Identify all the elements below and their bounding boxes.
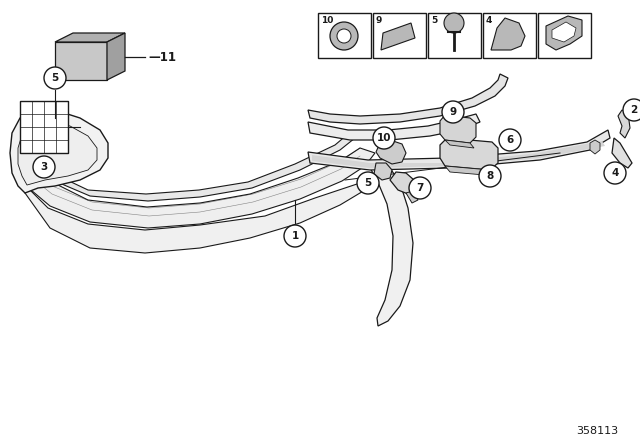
Polygon shape: [370, 168, 413, 326]
Text: 5: 5: [51, 73, 59, 83]
Circle shape: [337, 29, 351, 43]
Circle shape: [284, 225, 306, 247]
Text: 7: 7: [416, 183, 424, 193]
Circle shape: [33, 156, 55, 178]
Polygon shape: [618, 110, 630, 138]
Text: 6: 6: [506, 135, 514, 145]
Circle shape: [44, 67, 66, 89]
Polygon shape: [25, 134, 355, 201]
Polygon shape: [390, 172, 415, 194]
Polygon shape: [440, 115, 476, 143]
Circle shape: [499, 129, 521, 151]
Polygon shape: [406, 191, 418, 203]
Text: 3: 3: [40, 162, 47, 172]
Text: 2: 2: [630, 105, 637, 115]
Text: 9: 9: [376, 16, 382, 25]
Circle shape: [444, 13, 464, 33]
Polygon shape: [445, 166, 496, 176]
FancyBboxPatch shape: [538, 13, 591, 58]
Text: 4: 4: [611, 168, 619, 178]
Polygon shape: [381, 23, 415, 50]
Text: 10: 10: [377, 133, 391, 143]
Polygon shape: [55, 33, 125, 42]
Polygon shape: [308, 114, 480, 140]
Polygon shape: [25, 148, 375, 228]
Polygon shape: [308, 74, 508, 124]
Polygon shape: [308, 130, 610, 170]
Circle shape: [442, 101, 464, 123]
Polygon shape: [546, 16, 582, 50]
Circle shape: [479, 165, 501, 187]
Polygon shape: [376, 140, 406, 164]
Circle shape: [604, 162, 626, 184]
Circle shape: [330, 22, 358, 50]
Polygon shape: [440, 138, 498, 170]
Text: 5: 5: [364, 178, 372, 188]
Polygon shape: [10, 110, 108, 193]
Text: 4: 4: [486, 16, 492, 25]
Polygon shape: [445, 140, 474, 148]
Text: —11: —11: [148, 51, 176, 64]
Text: 9: 9: [449, 107, 456, 117]
FancyBboxPatch shape: [483, 13, 536, 58]
Text: 5: 5: [431, 16, 437, 25]
FancyBboxPatch shape: [428, 13, 481, 58]
FancyBboxPatch shape: [318, 13, 371, 58]
Polygon shape: [312, 141, 605, 168]
Polygon shape: [25, 173, 375, 253]
Polygon shape: [18, 122, 97, 185]
FancyBboxPatch shape: [373, 13, 426, 58]
Polygon shape: [612, 138, 632, 168]
Polygon shape: [374, 163, 392, 180]
Circle shape: [409, 177, 431, 199]
Circle shape: [357, 172, 379, 194]
Text: 10: 10: [321, 16, 333, 25]
Text: 1: 1: [291, 231, 299, 241]
Polygon shape: [55, 42, 107, 80]
Circle shape: [373, 127, 395, 149]
Polygon shape: [552, 22, 576, 42]
Circle shape: [623, 99, 640, 121]
Polygon shape: [590, 140, 600, 154]
FancyBboxPatch shape: [20, 101, 68, 153]
Polygon shape: [491, 18, 525, 50]
Polygon shape: [107, 33, 125, 80]
Text: 8: 8: [486, 171, 493, 181]
Text: 358113: 358113: [576, 426, 618, 436]
